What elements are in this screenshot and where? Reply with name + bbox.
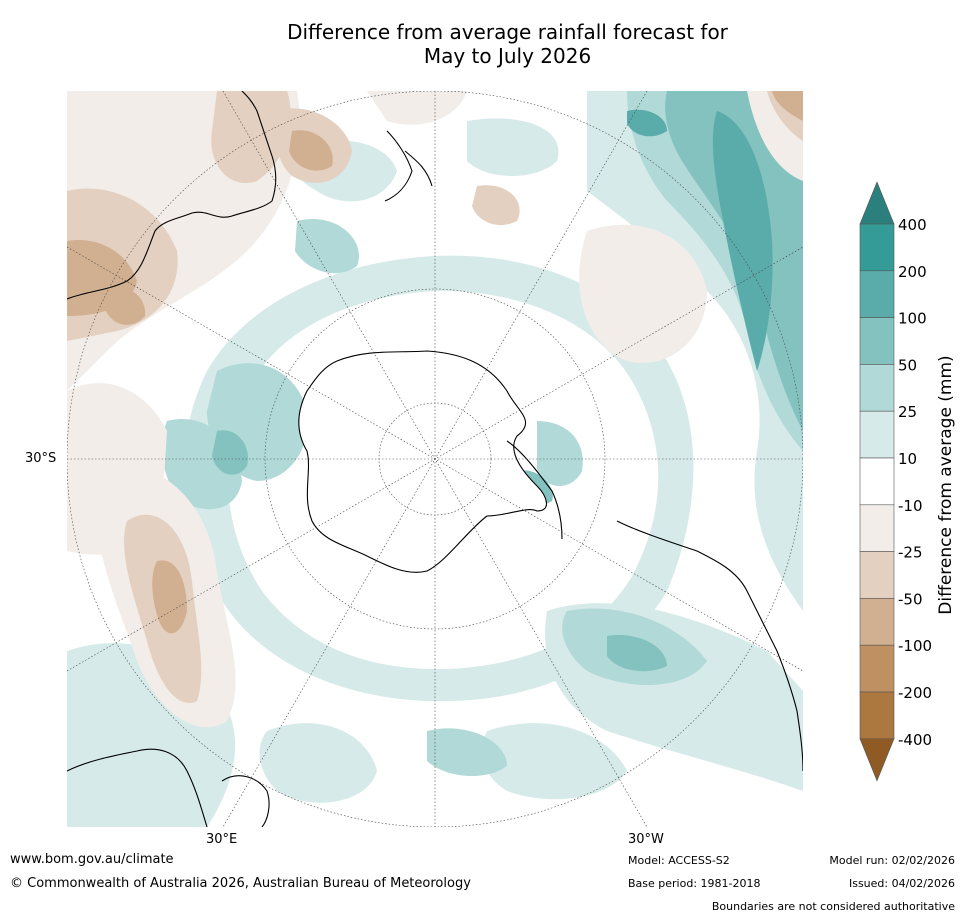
longitude-label-30e: 30°E: [206, 832, 238, 847]
rainfall-anomaly-map: [67, 91, 803, 827]
madagascar-coast: [221, 775, 270, 827]
australia-coast: [67, 91, 277, 300]
colorbar-ticks: 400 200 100 50 25 10 -10 -25 -50 -100 -200 -400: [898, 216, 932, 749]
graticule: [67, 91, 803, 827]
colorbar-tick-label: -50: [898, 590, 923, 608]
new-zealand-coast: [384, 130, 433, 202]
colorbar-segment: [859, 317, 895, 365]
colorbar-segment: [859, 410, 895, 459]
website-link[interactable]: www.bom.gov.au/climate: [10, 852, 174, 867]
colorbar-segment: [859, 691, 895, 740]
south-america-coast: [616, 520, 803, 772]
colorbar-tick-label: -200: [898, 684, 932, 702]
colorbar-tick-label: 100: [898, 310, 927, 328]
colorbar-tick-label: -400: [898, 731, 932, 749]
colorbar-segment: [859, 551, 895, 599]
longitude-label-30w: 30°W: [628, 832, 664, 847]
antarctica-outline: [298, 350, 547, 573]
colorbar-tick-label: 200: [898, 263, 927, 281]
colorbar-extend-max: [859, 181, 895, 225]
colorbar-segment: [859, 457, 895, 506]
colorbar-tick-label: 25: [898, 403, 917, 421]
antarctic-peninsula: [506, 440, 563, 540]
colorbar-segment: [859, 644, 895, 693]
colorbar: 400 200 100 50 25 10 -10 -25 -50 -100 -200 -400: [859, 181, 932, 782]
colorbar-tick-label: -10: [898, 497, 923, 515]
colorbar-segment: [859, 364, 895, 412]
base-period: Base period: 1981-2018: [628, 877, 761, 890]
model-name: Model: ACCESS-S2: [628, 854, 730, 867]
issued-date: Issued: 04/02/2026: [848, 877, 955, 890]
colorbar-extend-min: [859, 738, 895, 782]
colorbar-segment: [859, 504, 895, 552]
map-title: Difference from average rainfall forecas…: [80, 20, 935, 68]
colorbar-tick-label: 400: [898, 216, 927, 234]
copyright-text: © Commonwealth of Australia 2026, Austra…: [10, 876, 471, 891]
colorbar-segment: [859, 270, 895, 318]
latitude-label-30s: 30°S: [25, 451, 57, 466]
map-title-line-1: Difference from average rainfall forecas…: [287, 20, 728, 44]
anomaly-negative-strong: [67, 91, 803, 634]
colorbar-segment: [859, 598, 895, 646]
map-title-line-2: May to July 2026: [423, 44, 592, 68]
anomaly-positive-max: [627, 109, 773, 371]
colorbar-tick-label: -25: [898, 544, 923, 562]
colorbar-title: Difference from average (mm): [936, 355, 956, 615]
model-run-date: Model run: 02/02/2026: [829, 854, 955, 867]
colorbar-segment: [859, 223, 895, 272]
colorbar-tick-label: -100: [898, 637, 932, 655]
colorbar-segments: [859, 181, 895, 782]
colorbar-tick-label: 50: [898, 356, 917, 374]
colorbar-tick-label: 10: [898, 450, 917, 468]
africa-coast: [67, 748, 208, 827]
disclaimer: Boundaries are not considered authoritat…: [711, 900, 955, 913]
